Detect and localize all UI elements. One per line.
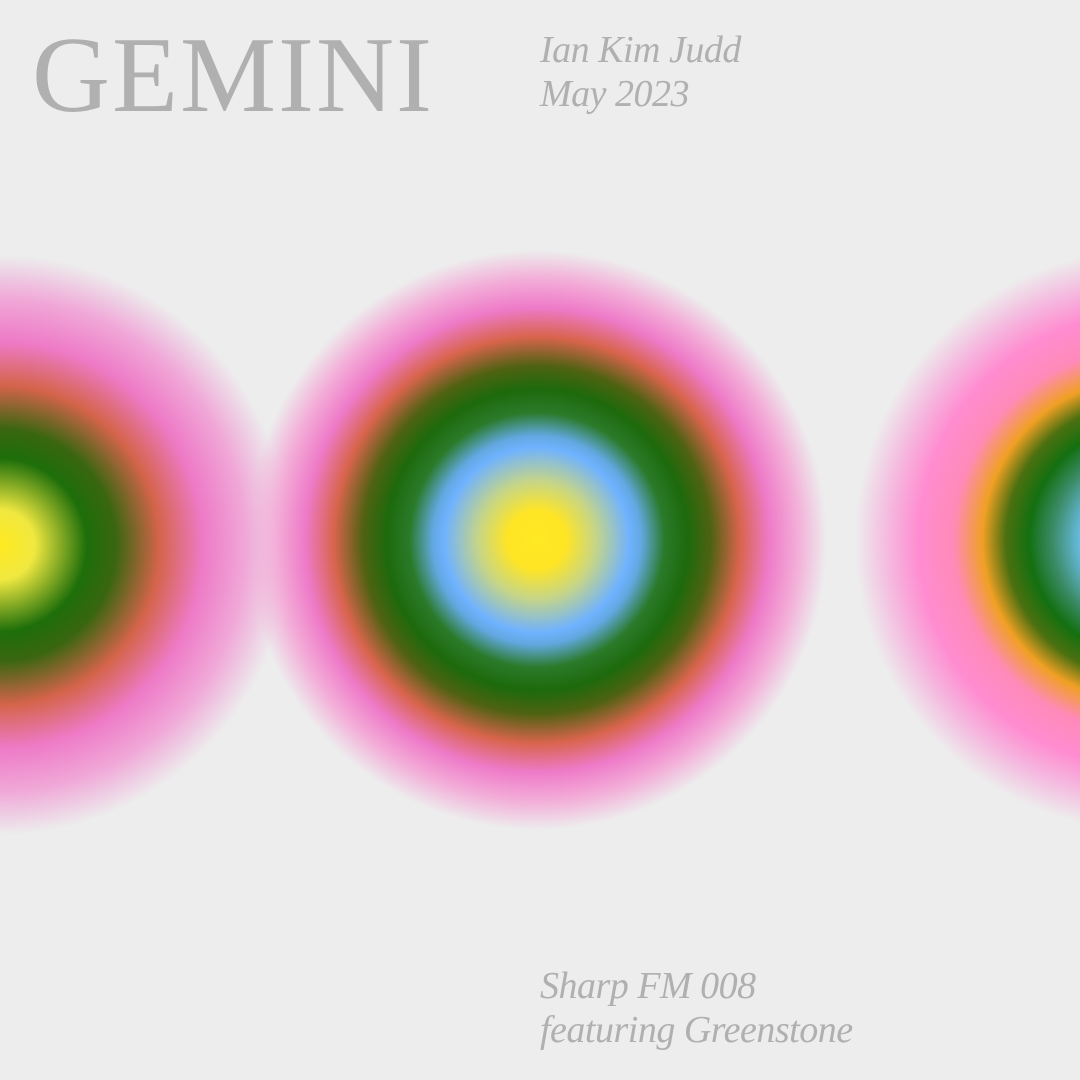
- series-info: Sharp FM 008 featuring Greenstone: [540, 964, 853, 1052]
- gradient-orb-right: [855, 250, 1080, 830]
- artist-info: Ian Kim Judd May 2023: [540, 28, 741, 116]
- poster-title: GEMINI: [32, 16, 434, 135]
- artist-name: Ian Kim Judd: [540, 29, 741, 71]
- series-name: Sharp FM 008: [540, 965, 756, 1007]
- release-date: May 2023: [540, 73, 690, 115]
- featuring-credit: featuring Greenstone: [540, 1009, 853, 1051]
- gradient-orb-center: [247, 250, 827, 830]
